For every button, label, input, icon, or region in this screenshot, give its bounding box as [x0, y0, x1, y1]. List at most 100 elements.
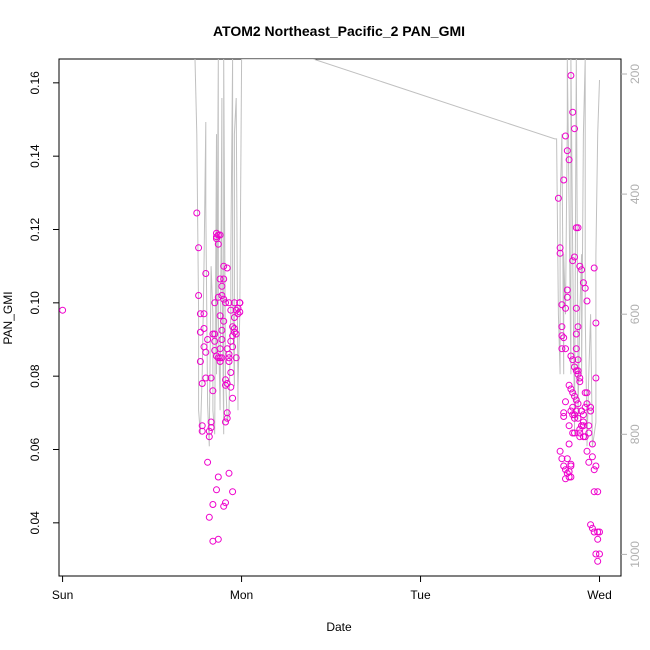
data-point — [220, 295, 228, 303]
data-point — [562, 132, 569, 140]
data-point — [572, 304, 580, 312]
data-point — [198, 427, 206, 435]
data-point — [204, 336, 212, 343]
data-point — [572, 345, 580, 353]
data-point — [588, 524, 596, 532]
data-point — [571, 414, 578, 422]
data-point — [196, 328, 204, 336]
data-point — [227, 337, 235, 345]
data-point — [209, 501, 217, 508]
data-point — [218, 292, 226, 299]
data-point — [576, 374, 584, 382]
data-point — [588, 440, 596, 448]
data-point — [563, 147, 571, 155]
data-point — [596, 550, 603, 558]
data-point — [574, 323, 582, 331]
data-point — [563, 286, 571, 294]
y-tick-label: 0.06 — [28, 437, 42, 461]
y2-tick-label: 200 — [628, 64, 642, 84]
data-point — [596, 528, 603, 536]
data-point — [218, 336, 226, 343]
x-tick-label: Tue — [410, 588, 431, 602]
data-point — [556, 249, 564, 257]
data-point — [574, 224, 582, 232]
data-point — [585, 429, 593, 437]
data-point — [560, 334, 568, 342]
data-point — [216, 345, 224, 353]
data-point — [592, 319, 600, 327]
data-point — [590, 466, 598, 474]
data-point — [225, 299, 233, 307]
data-point — [216, 354, 224, 362]
data-point — [567, 385, 575, 393]
data-point — [571, 125, 578, 133]
data-point — [227, 383, 235, 391]
data-point — [234, 310, 242, 318]
y2-tick-label: 800 — [628, 424, 642, 444]
data-point — [198, 380, 206, 387]
data-point — [223, 345, 231, 353]
data-point — [211, 337, 219, 345]
plot-frame — [58, 58, 622, 577]
data-point — [207, 374, 215, 382]
chart-title: ATOM2 Northeast_Pacific_2 PAN_GMI — [213, 23, 465, 39]
data-point — [216, 275, 224, 283]
data-point — [579, 422, 587, 430]
data-point — [592, 462, 600, 470]
data-point — [216, 231, 224, 239]
data-point — [232, 330, 240, 338]
data-point — [571, 363, 578, 371]
data-point — [590, 264, 598, 272]
data-point — [220, 502, 228, 510]
data-point — [581, 433, 589, 441]
data-point — [227, 306, 235, 314]
data-point — [562, 398, 569, 406]
data-point — [207, 424, 215, 431]
data-point — [220, 275, 228, 283]
data-point — [223, 380, 231, 387]
data-point — [594, 535, 602, 543]
data-point — [567, 462, 575, 470]
y-axis: 0.04 0.06 0.08 0.10 0.12 0.14 0.16 — [28, 71, 59, 535]
data-point — [59, 306, 67, 314]
data-point — [583, 389, 591, 397]
data-point — [572, 396, 580, 404]
data-point — [196, 310, 204, 318]
data-point — [230, 299, 238, 307]
data-point — [587, 407, 595, 415]
data-point — [574, 414, 582, 422]
data-point — [571, 253, 578, 261]
data-point — [554, 194, 562, 202]
data-point — [569, 389, 577, 397]
data-point — [225, 469, 233, 477]
data-point — [590, 528, 598, 536]
data-point — [222, 299, 229, 307]
data-point — [223, 264, 231, 272]
data-point — [193, 209, 201, 217]
data-point — [232, 306, 240, 314]
data-point — [558, 301, 566, 309]
data-point — [581, 284, 589, 292]
data-point — [562, 466, 569, 474]
data-point — [560, 409, 568, 417]
y-tick-label: 0.10 — [28, 291, 42, 315]
data-point — [574, 356, 582, 364]
data-point — [579, 418, 587, 426]
y2-tick-label: 1000 — [628, 541, 642, 568]
data-point — [227, 369, 235, 376]
data-point — [563, 455, 571, 463]
y2-tick-label: 400 — [628, 184, 642, 204]
data-point — [571, 429, 578, 437]
data-point — [585, 458, 593, 466]
data-point — [562, 304, 569, 312]
data-point — [588, 453, 596, 461]
data-point — [214, 240, 222, 248]
plot-area — [58, 58, 622, 577]
data-point — [229, 394, 237, 402]
series-layer — [59, 59, 603, 565]
data-point — [587, 521, 595, 529]
data-point — [565, 473, 573, 481]
data-point — [216, 358, 224, 365]
data-point — [563, 469, 571, 477]
data-point — [195, 244, 203, 252]
